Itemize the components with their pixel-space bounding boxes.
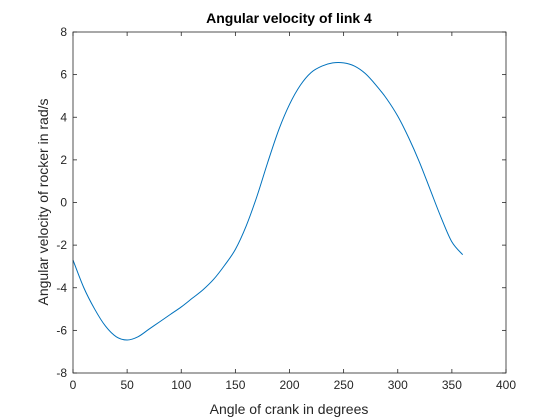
- y-tick-label: 2: [60, 153, 67, 167]
- x-tick-label: 400: [496, 378, 516, 392]
- x-tick-label: 200: [279, 378, 299, 392]
- plot-area: [73, 32, 506, 373]
- y-axis-label: Angular velocity of rocker in rad/s: [35, 99, 51, 306]
- series-line: [72, 62, 464, 341]
- y-tick-label: 0: [60, 196, 67, 210]
- y-tick-label: -6: [56, 323, 67, 337]
- x-tick-label: 300: [388, 378, 408, 392]
- x-tick-label: 100: [171, 378, 191, 392]
- x-tick-label: 0: [70, 378, 77, 392]
- chart-title: Angular velocity of link 4: [206, 10, 372, 26]
- y-tick-label: -8: [56, 366, 67, 380]
- x-tick-label: 50: [120, 378, 134, 392]
- y-tick-label: 4: [60, 110, 67, 124]
- y-tick-label: -4: [56, 281, 67, 295]
- x-tick-label: 150: [225, 378, 245, 392]
- y-tick-label: -2: [56, 238, 67, 252]
- plot-frame: [72, 31, 507, 374]
- y-tick-label: 8: [60, 25, 67, 39]
- x-tick-label: 350: [442, 378, 462, 392]
- x-tick-label: 250: [334, 378, 354, 392]
- x-axis-label: Angle of crank in degrees: [210, 401, 369, 417]
- tick-labels: 0 50 100 150 200 250 300 350 400 -8 -6 -4 -2 0 2 4 6 8: [56, 25, 516, 392]
- y-tick-label: 6: [60, 68, 67, 82]
